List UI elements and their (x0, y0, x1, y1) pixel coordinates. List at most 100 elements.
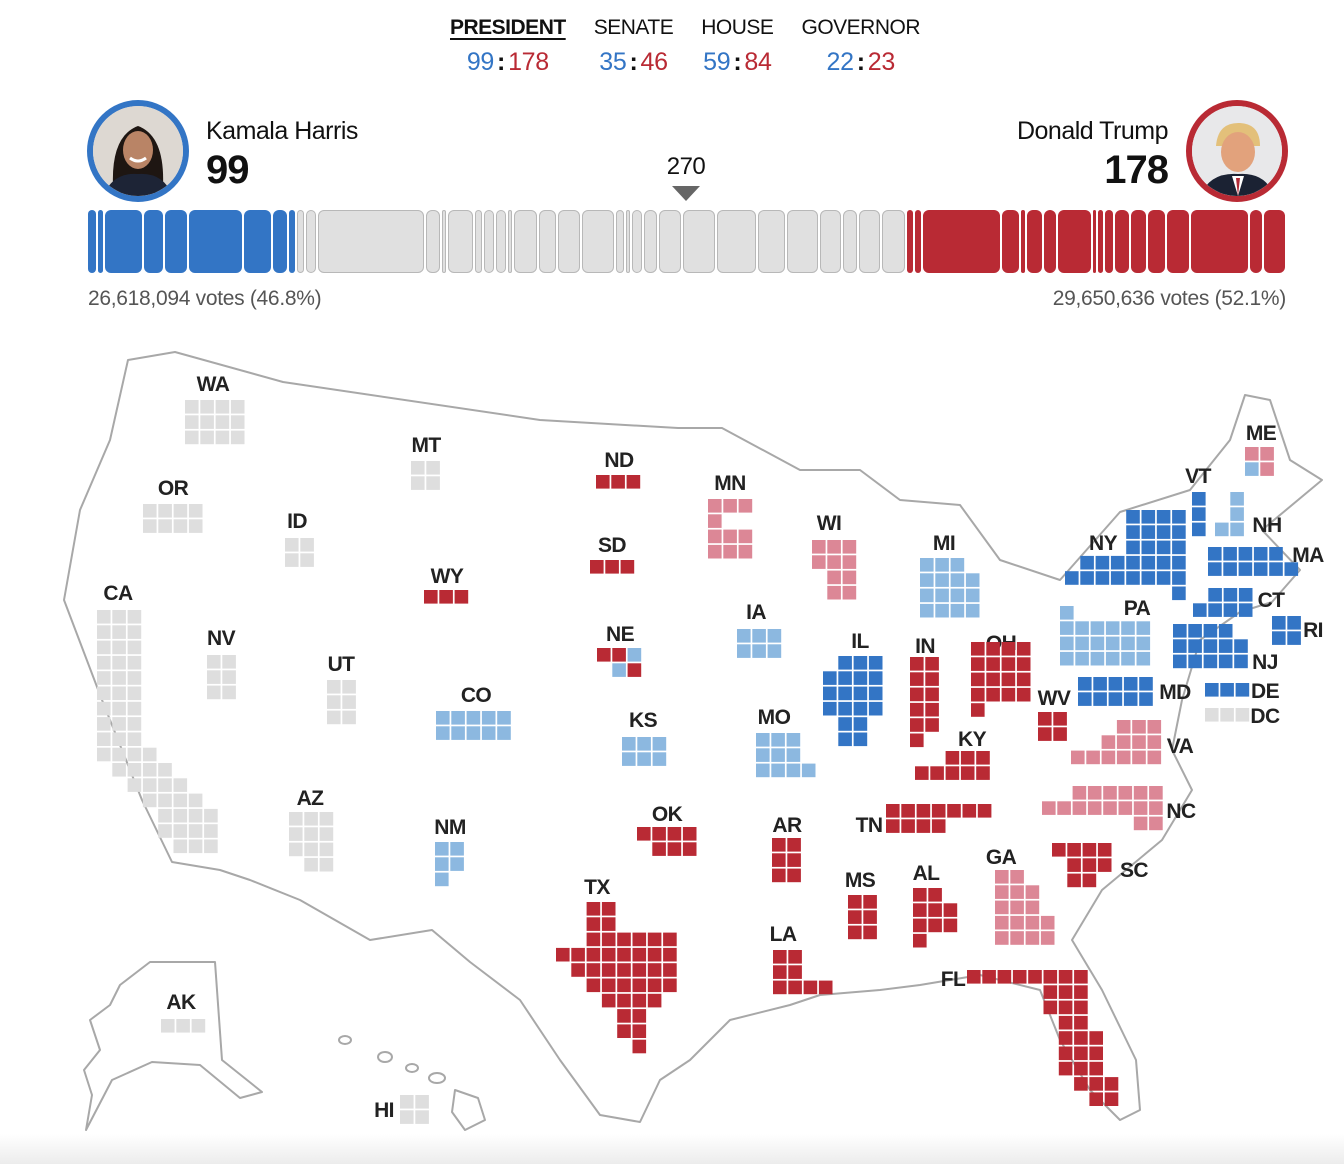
state-sc[interactable]: SC (1052, 843, 1149, 888)
bar-segment-uncalled[interactable] (426, 210, 440, 273)
state-wa[interactable]: WA (185, 373, 245, 445)
state-nd[interactable]: ND (596, 449, 641, 489)
state-ak[interactable]: AK (161, 991, 206, 1033)
bar-segment-uncalled[interactable] (441, 210, 446, 273)
state-vt[interactable]: VT (1185, 465, 1212, 537)
state-ar[interactable]: AR (772, 814, 803, 883)
bar-segment-uncalled[interactable] (507, 210, 512, 273)
bar-segment-uncalled[interactable] (882, 210, 906, 273)
state-ny[interactable]: NY (1065, 510, 1186, 601)
bar-segment-called-d[interactable] (88, 210, 96, 273)
bar-segment-uncalled[interactable] (484, 210, 495, 273)
bar-segment-uncalled[interactable] (296, 210, 305, 273)
bar-segment-uncalled[interactable] (306, 210, 317, 273)
bar-segment-called-r[interactable] (1250, 210, 1262, 273)
bar-segment-uncalled[interactable] (758, 210, 786, 273)
state-in[interactable]: IN (910, 635, 939, 748)
state-nc[interactable]: NC (1042, 786, 1197, 831)
bar-segment-called-r[interactable] (914, 210, 921, 273)
state-ne[interactable]: NE (597, 623, 642, 677)
state-fl[interactable]: FL (941, 968, 1119, 1106)
state-az[interactable]: AZ (289, 787, 334, 872)
state-nm[interactable]: NM (434, 816, 466, 887)
state-ut[interactable]: UT (327, 653, 356, 725)
state-dc[interactable]: DC (1205, 705, 1281, 728)
state-al[interactable]: AL (913, 862, 958, 948)
bar-segment-called-r[interactable] (1167, 210, 1189, 273)
state-tn[interactable]: TN (856, 804, 992, 837)
state-mn[interactable]: MN (708, 472, 753, 559)
bar-segment-uncalled[interactable] (787, 210, 818, 273)
state-ct[interactable]: CT (1193, 588, 1286, 617)
bar-segment-called-r[interactable] (1105, 210, 1114, 273)
bar-segment-called-r[interactable] (1130, 210, 1146, 273)
bar-segment-called-d[interactable] (165, 210, 187, 273)
state-oh[interactable]: OH (971, 632, 1031, 717)
bar-segment-called-r[interactable] (1092, 210, 1096, 273)
state-nj[interactable]: NJ (1173, 624, 1278, 674)
state-nv[interactable]: NV (207, 627, 236, 700)
bar-segment-called-r[interactable] (1148, 210, 1166, 273)
state-ms[interactable]: MS (845, 869, 877, 940)
bar-segment-called-d[interactable] (188, 210, 243, 273)
state-mt[interactable]: MT (411, 434, 442, 490)
state-co[interactable]: CO (436, 684, 511, 740)
state-ks[interactable]: KS (622, 709, 667, 766)
bar-segment-called-r[interactable] (1021, 210, 1025, 273)
bar-segment-uncalled[interactable] (717, 210, 757, 273)
bar-segment-uncalled[interactable] (682, 210, 716, 273)
bar-segment-called-r[interactable] (922, 210, 1000, 273)
bar-segment-uncalled[interactable] (538, 210, 557, 273)
state-wy[interactable]: WY (424, 565, 469, 604)
state-me[interactable]: ME (1245, 422, 1277, 476)
state-ga[interactable]: GA (986, 846, 1055, 945)
state-tx[interactable]: TX (556, 876, 677, 1054)
bar-segment-uncalled[interactable] (474, 210, 483, 273)
bar-segment-uncalled[interactable] (632, 210, 642, 273)
state-ia[interactable]: IA (737, 601, 782, 658)
tab-house[interactable]: HOUSE 59:84 (691, 14, 783, 80)
bar-segment-uncalled[interactable] (819, 210, 842, 273)
state-la[interactable]: LA (770, 923, 833, 995)
bar-segment-uncalled[interactable] (659, 210, 681, 273)
bar-segment-called-d[interactable] (273, 210, 287, 273)
state-mi[interactable]: MI (920, 532, 980, 618)
state-nh[interactable]: NH (1215, 492, 1282, 537)
bar-segment-uncalled[interactable] (496, 210, 506, 273)
bar-segment-called-d[interactable] (288, 210, 295, 273)
state-ca[interactable]: CA (97, 582, 218, 854)
state-ok[interactable]: OK (637, 803, 697, 856)
state-wi[interactable]: WI (812, 512, 857, 600)
bar-segment-called-d[interactable] (97, 210, 104, 273)
state-id[interactable]: ID (285, 510, 314, 567)
bar-segment-uncalled[interactable] (581, 210, 615, 273)
bar-segment-called-r[interactable] (1001, 210, 1020, 273)
state-ma[interactable]: MA (1208, 544, 1325, 576)
state-va[interactable]: VA (1071, 720, 1194, 765)
bar-segment-called-d[interactable] (244, 210, 272, 273)
bar-segment-uncalled[interactable] (643, 210, 658, 273)
bar-segment-uncalled[interactable] (843, 210, 857, 273)
bar-segment-called-r[interactable] (1057, 210, 1091, 273)
state-ky[interactable]: KY (915, 728, 990, 780)
bar-segment-called-r[interactable] (1263, 210, 1286, 273)
state-md[interactable]: MD (1078, 677, 1192, 706)
bar-segment-called-r[interactable] (1097, 210, 1104, 273)
bar-segment-uncalled[interactable] (616, 210, 625, 273)
tab-governor[interactable]: GOVERNOR 22:23 (791, 14, 930, 80)
bar-segment-called-r[interactable] (1190, 210, 1249, 273)
bar-segment-called-r[interactable] (1115, 210, 1129, 273)
state-wv[interactable]: WV (1038, 687, 1072, 741)
bar-segment-called-r[interactable] (1026, 210, 1043, 273)
bar-segment-called-r[interactable] (1044, 210, 1056, 273)
bar-segment-uncalled[interactable] (626, 210, 631, 273)
bar-segment-uncalled[interactable] (318, 210, 425, 273)
state-ri[interactable]: RI (1272, 616, 1324, 645)
bar-segment-called-r[interactable] (907, 210, 913, 273)
bar-segment-uncalled[interactable] (513, 210, 537, 273)
bar-segment-called-d[interactable] (144, 210, 164, 273)
state-il[interactable]: IL (823, 630, 883, 747)
bar-segment-uncalled[interactable] (558, 210, 580, 273)
state-sd[interactable]: SD (590, 534, 635, 574)
bar-segment-called-d[interactable] (105, 210, 143, 273)
